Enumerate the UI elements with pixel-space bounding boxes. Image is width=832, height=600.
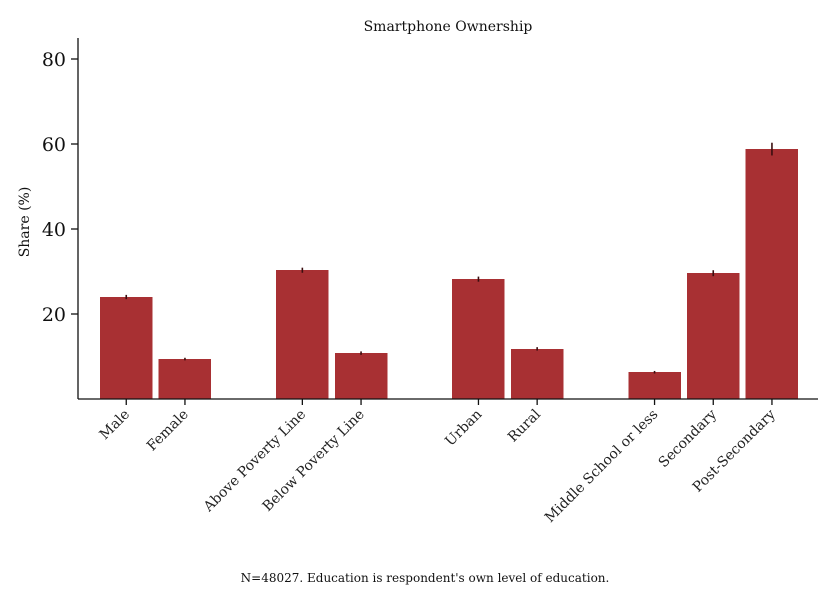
x-tick-label-above-poverty-line: Above Poverty Line bbox=[200, 407, 309, 516]
x-tick-label-male: Male bbox=[97, 407, 133, 443]
y-tick-label-80: 80 bbox=[42, 49, 66, 71]
bar-middle-school-or-less bbox=[628, 372, 681, 399]
x-tick-label-middle-school-or-less: Middle School or less bbox=[542, 407, 661, 526]
error-bars bbox=[125, 142, 773, 374]
x-tick-label-below-poverty-line: Below Poverty Line bbox=[260, 407, 368, 515]
x-tick-label-secondary: Secondary bbox=[656, 406, 720, 470]
bar-rural bbox=[510, 348, 564, 399]
bar-male bbox=[100, 297, 153, 399]
y-tick-label-20: 20 bbox=[42, 304, 66, 326]
x-tick-label-rural: Rural bbox=[505, 406, 544, 445]
bar-above-poverty-line bbox=[276, 270, 329, 399]
bar-post-secondary bbox=[745, 149, 799, 399]
y-ticks: 20 40 60 80 bbox=[42, 49, 78, 326]
x-tick-label-female: Female bbox=[144, 407, 192, 455]
y-tick-label-40: 40 bbox=[42, 219, 66, 241]
bars bbox=[100, 149, 799, 399]
x-tick-label-urban: Urban bbox=[442, 407, 485, 450]
bar-female bbox=[158, 359, 212, 399]
chart-title: Smartphone Ownership bbox=[364, 19, 533, 35]
bar-secondary bbox=[687, 273, 740, 399]
chart-note: N=48027. Education is respondent's own l… bbox=[241, 571, 610, 585]
y-axis-label: Share (%) bbox=[17, 187, 33, 258]
bar-below-poverty-line bbox=[334, 353, 388, 399]
y-tick-label-60: 60 bbox=[42, 134, 66, 156]
bar-urban bbox=[452, 279, 505, 399]
